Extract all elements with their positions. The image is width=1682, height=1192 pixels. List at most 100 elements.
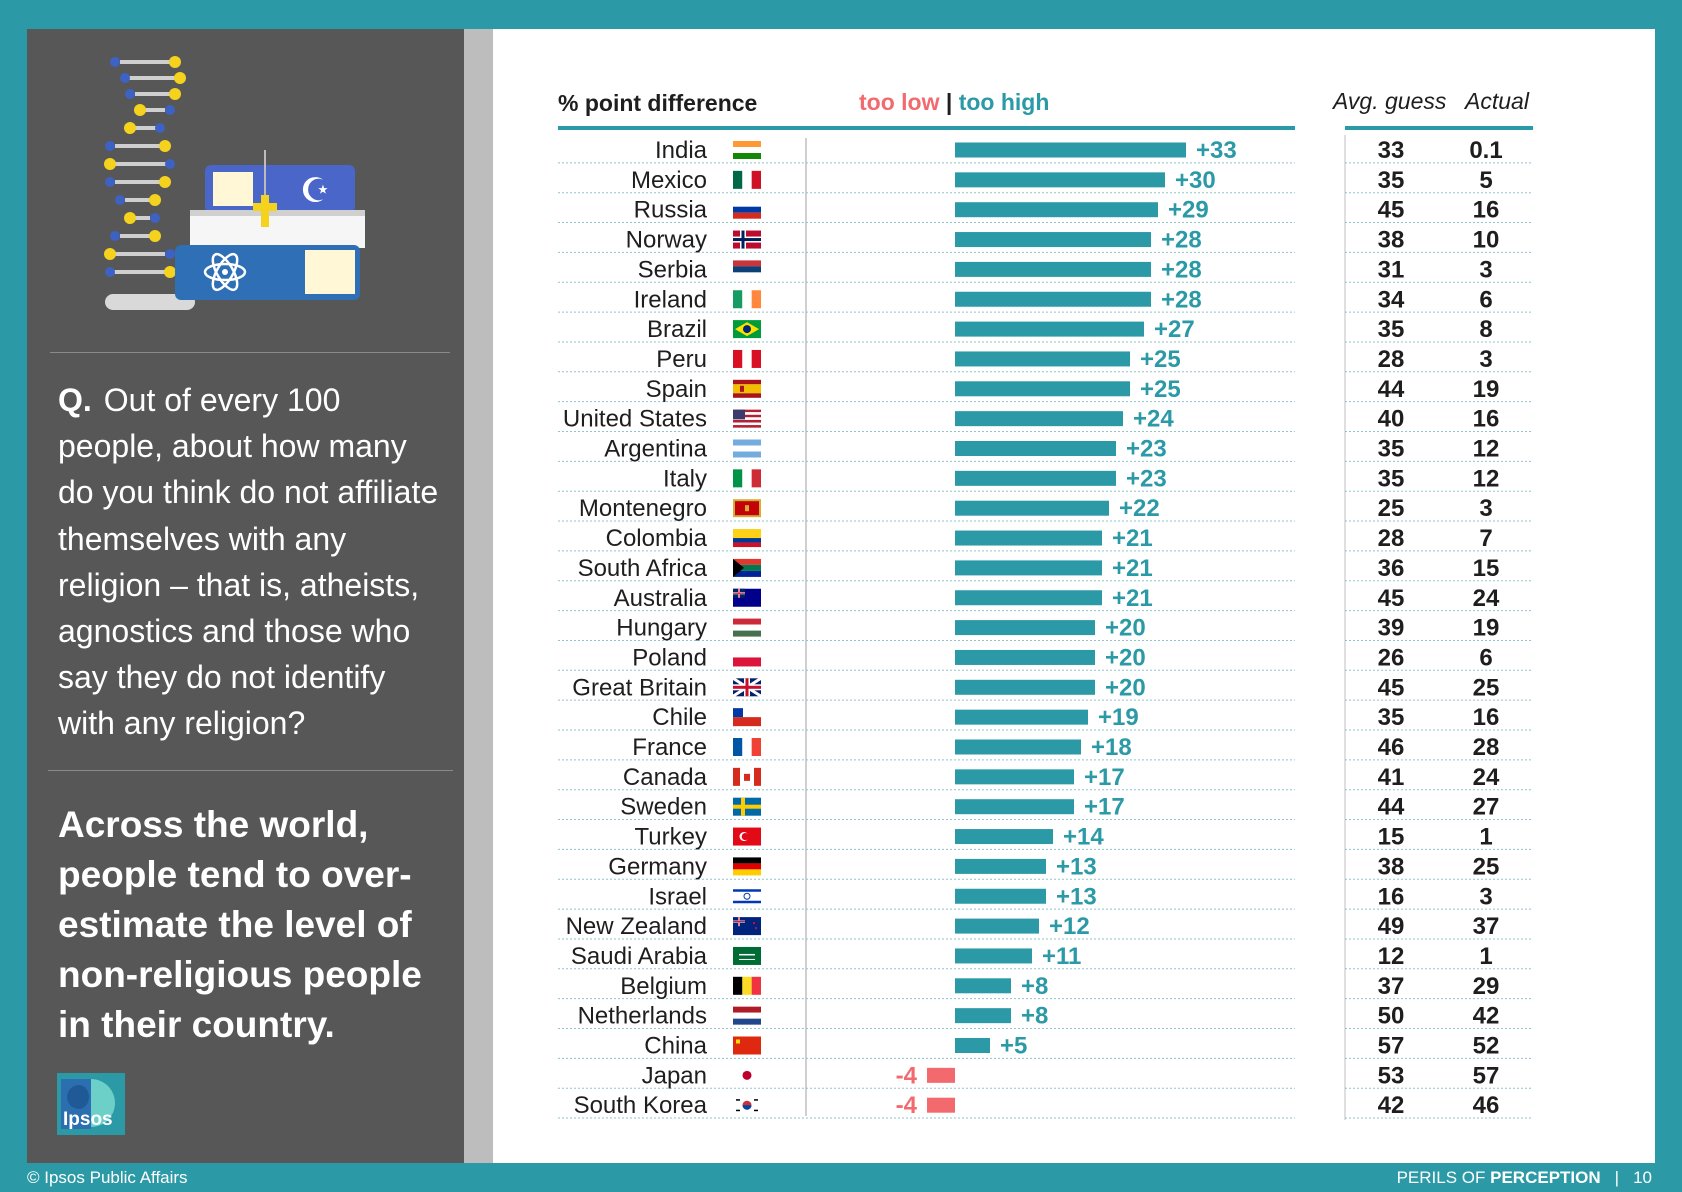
footer-series: PERILS OF PERCEPTION | 10	[1396, 1168, 1652, 1187]
bar	[955, 560, 1102, 576]
avg-guess-cell: 46	[1378, 734, 1405, 761]
country-label: Hungary	[616, 615, 707, 642]
russia-flag-icon	[733, 200, 761, 219]
dna-icon	[104, 56, 195, 310]
usa-flag-icon	[733, 409, 761, 428]
sweden-flag-icon	[733, 797, 761, 816]
country-label: New Zealand	[566, 913, 707, 940]
bar	[955, 172, 1165, 188]
bar	[955, 232, 1151, 248]
bar-value-label: +13	[1056, 853, 1097, 880]
actual-cell: 16	[1473, 704, 1500, 731]
bar-value-label: +11	[1042, 943, 1081, 970]
footer-series-bold: PERCEPTION	[1490, 1168, 1601, 1187]
bar-value-label: +21	[1112, 555, 1153, 582]
bar	[955, 978, 1011, 994]
country-label: South Africa	[578, 555, 708, 582]
country-label: China	[644, 1033, 707, 1060]
argentina-flag-icon	[733, 439, 761, 458]
bar-value-label: +28	[1161, 286, 1202, 313]
actual-cell: 10	[1473, 227, 1500, 254]
bar	[955, 381, 1130, 397]
country-label: Argentina	[604, 436, 707, 463]
actual-cell: 12	[1473, 465, 1500, 492]
footer-copyright: © Ipsos Public Affairs	[27, 1168, 188, 1187]
avg-guess-cell: 28	[1378, 525, 1405, 552]
bar	[955, 1038, 990, 1053]
bar-value-label: +23	[1126, 436, 1167, 463]
bar-value-label: +27	[1154, 316, 1195, 343]
avg-guess-cell: 15	[1378, 824, 1405, 851]
country-label: Turkey	[635, 824, 707, 851]
bar	[955, 709, 1088, 725]
spain-flag-icon	[733, 379, 761, 398]
avg-guess-cell: 44	[1378, 794, 1405, 821]
actual-cell: 57	[1473, 1062, 1500, 1089]
col-header-actual: Actual	[1465, 88, 1529, 114]
country-label: Great Britain	[572, 674, 707, 701]
bar	[927, 1067, 955, 1083]
bar-value-label: +12	[1049, 913, 1090, 940]
hungary-flag-icon	[733, 618, 761, 637]
country-label: Netherlands	[578, 1003, 707, 1030]
bar	[955, 649, 1095, 665]
turkey-flag-icon	[733, 827, 761, 846]
avg-guess-cell: 35	[1378, 465, 1405, 492]
actual-cell: 46	[1473, 1092, 1500, 1119]
chile-flag-icon	[733, 708, 761, 727]
actual-cell: 5	[1479, 167, 1492, 194]
brazil-flag-icon	[733, 320, 761, 339]
question-label: Q.	[58, 382, 92, 418]
country-label: Peru	[656, 346, 707, 373]
country-label: Russia	[634, 197, 708, 224]
avg-guess-cell: 37	[1378, 973, 1405, 1000]
bar-value-label: +22	[1119, 495, 1160, 522]
country-label: India	[655, 137, 708, 164]
bar-value-label: +24	[1133, 406, 1174, 433]
bar-value-label: +5	[1000, 1033, 1027, 1060]
bar	[955, 411, 1123, 427]
bar-value-label: +29	[1168, 197, 1209, 224]
avg-guess-cell: 42	[1378, 1092, 1405, 1119]
actual-cell: 37	[1473, 913, 1500, 940]
avg-guess-cell: 38	[1378, 853, 1405, 880]
actual-cell: 8	[1479, 316, 1492, 343]
actual-cell: 6	[1479, 644, 1492, 671]
great-britain-flag-icon	[732, 677, 762, 698]
country-label: Norway	[626, 227, 707, 254]
bar-value-label: -4	[896, 1062, 918, 1089]
bar-value-label: +20	[1105, 674, 1146, 701]
page-number: 10	[1633, 1168, 1652, 1187]
country-label: Australia	[614, 585, 708, 612]
avg-guess-cell: 33	[1378, 137, 1405, 164]
australia-flag-icon	[733, 588, 761, 607]
bar	[955, 291, 1151, 307]
japan-flag-icon	[733, 1066, 761, 1085]
avg-guess-cell: 35	[1378, 167, 1405, 194]
bar-value-label: +30	[1175, 167, 1216, 194]
actual-cell: 3	[1479, 346, 1492, 373]
col-header-guess: Avg. guess	[1333, 88, 1447, 114]
bar	[955, 829, 1053, 845]
netherlands-flag-icon	[733, 1006, 761, 1025]
actual-cell: 16	[1473, 197, 1500, 224]
country-label: France	[632, 734, 707, 761]
avg-guess-cell: 34	[1378, 286, 1405, 313]
canada-flag-icon	[733, 767, 761, 786]
bar-value-label: +13	[1056, 883, 1097, 910]
china-flag-icon	[733, 1036, 761, 1055]
poland-flag-icon	[733, 648, 761, 667]
avg-guess-cell: 49	[1378, 913, 1405, 940]
actual-cell: 24	[1473, 585, 1500, 612]
actual-cell: 1	[1479, 824, 1492, 851]
bar	[955, 739, 1081, 755]
bar	[955, 799, 1074, 815]
chart-header-rule	[558, 126, 1295, 130]
logo-text: Ipsos	[63, 1109, 113, 1130]
bar-value-label: +21	[1112, 585, 1153, 612]
avg-guess-cell: 45	[1378, 585, 1405, 612]
bar	[955, 858, 1046, 874]
actual-cell: 25	[1473, 853, 1500, 880]
country-label: Canada	[623, 764, 708, 791]
country-label: Montenegro	[579, 495, 707, 522]
